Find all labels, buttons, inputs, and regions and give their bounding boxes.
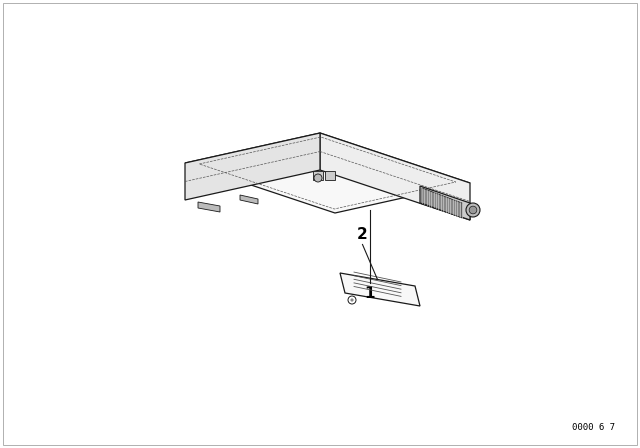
Polygon shape [185,133,320,200]
Circle shape [469,206,477,214]
Circle shape [348,296,356,304]
Polygon shape [198,202,220,212]
Bar [313,171,323,180]
Text: 2: 2 [357,227,368,242]
Text: 0000 6 7: 0000 6 7 [572,423,615,432]
Polygon shape [240,195,258,204]
Bar [325,171,335,180]
Polygon shape [420,186,470,220]
Polygon shape [185,133,470,213]
Polygon shape [422,188,462,218]
Text: 1: 1 [365,285,375,301]
Circle shape [351,298,354,302]
Circle shape [314,174,322,182]
Polygon shape [340,273,420,306]
Circle shape [466,203,480,217]
Polygon shape [320,133,470,220]
